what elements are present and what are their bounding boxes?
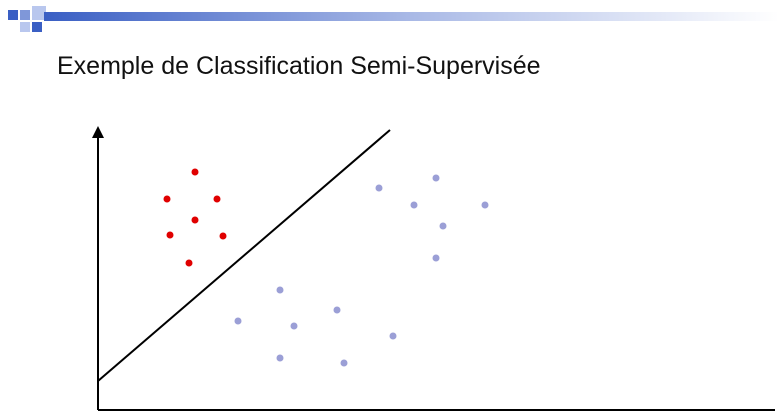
separator-line [97, 129, 391, 382]
slide-title: Exemple de Classification Semi-Supervisé… [57, 52, 541, 80]
unlabeled-points [234, 174, 489, 367]
plot [92, 126, 775, 411]
class-a-points [163, 168, 227, 267]
header-decoration [8, 6, 779, 32]
